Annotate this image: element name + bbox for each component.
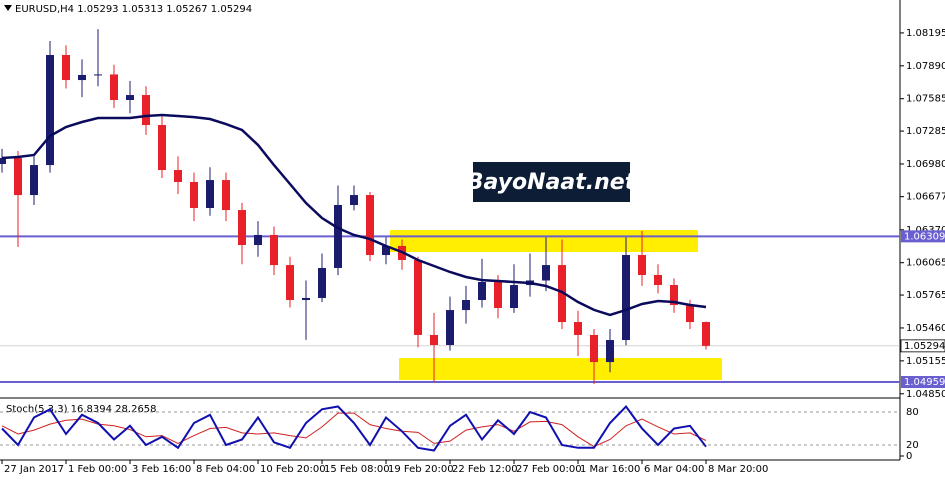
y-tick-label: 1.08195	[906, 28, 945, 39]
x-tick-label: 6 Mar 04:00	[644, 464, 704, 475]
candle-body	[542, 265, 550, 281]
moving-average	[1, 113, 707, 317]
candle-body	[430, 334, 438, 346]
chart-title: EURUSD,H4 1.05293 1.05313 1.05267 1.0529…	[15, 4, 252, 15]
support-zone	[399, 358, 722, 380]
candle-body	[142, 95, 150, 126]
x-tick-label: 10 Feb 20:00	[260, 464, 326, 475]
candle-body	[206, 180, 214, 208]
x-tick-label: 27 Jan 2017	[4, 464, 64, 475]
candle-body	[382, 245, 390, 256]
resistance-zone	[390, 230, 698, 252]
candle-body	[494, 281, 502, 308]
candle-body	[574, 322, 582, 335]
candle-body	[158, 125, 166, 171]
y-tick-label: 1.06677	[906, 192, 945, 203]
annotations: BayoNaat.net	[390, 162, 722, 380]
price-label-box	[901, 230, 945, 243]
price-label: 1.04959	[904, 377, 945, 388]
candle-body	[62, 55, 70, 81]
x-tick-label: 3 Feb 16:00	[132, 464, 191, 475]
candle-body	[638, 255, 646, 275]
candle-body	[318, 267, 326, 298]
candle-body	[478, 281, 486, 301]
y-tick-label: 20	[906, 440, 919, 451]
candle-body	[414, 259, 422, 335]
y-tick-label: 80	[906, 407, 919, 418]
stoch-signal	[1, 412, 707, 448]
title-icon	[4, 5, 12, 11]
candle-body	[110, 74, 118, 101]
price-label-box	[901, 376, 945, 389]
y-tick-label: 0	[906, 451, 912, 462]
candle-body	[174, 170, 182, 182]
y-tick-label: 1.05765	[906, 290, 945, 301]
price-label-box	[900, 339, 945, 353]
candle-body	[302, 297, 310, 301]
candle-body	[350, 195, 358, 205]
candle-body	[286, 265, 294, 301]
candle-body	[334, 204, 342, 268]
x-tick-label: 15 Feb 08:00	[324, 464, 390, 475]
candle-body	[254, 234, 262, 245]
candle-body	[30, 165, 38, 196]
candle-body	[606, 340, 614, 363]
candle-body	[190, 181, 198, 208]
y-tick-label: 1.07890	[906, 61, 945, 72]
y-tick-label: 1.07585	[906, 94, 945, 105]
candle-body	[222, 180, 230, 211]
x-tick-label: 22 Feb 12:00	[452, 464, 518, 475]
indicator-title: Stoch(5,3,3) 16.8394 28.2658	[6, 404, 157, 415]
x-tick-label: 19 Feb 20:00	[388, 464, 454, 475]
x-tick-label: 1 Mar 16:00	[580, 464, 640, 475]
candle-body	[446, 310, 454, 346]
candle-body	[686, 304, 694, 323]
price-label: 1.05294	[904, 341, 945, 352]
candle-body	[366, 195, 374, 256]
x-tick-label: 8 Mar 20:00	[708, 464, 768, 475]
candle-body	[670, 285, 678, 305]
y-tick-label: 1.04850	[906, 389, 945, 400]
candle-body	[126, 95, 134, 101]
y-tick-label: 1.05460	[906, 323, 945, 334]
candle-body	[78, 74, 86, 81]
candle-body	[94, 74, 102, 76]
candle-body	[270, 234, 278, 266]
candle-body	[510, 285, 518, 308]
y-tick-label: 1.05155	[906, 356, 945, 367]
watermark: BayoNaat.net	[467, 170, 637, 195]
stoch-main	[1, 404, 707, 452]
candle-body	[590, 334, 598, 363]
candle-body	[238, 210, 246, 245]
candle-body	[558, 265, 566, 323]
x-tick-label: 1 Feb 00:00	[68, 464, 127, 475]
y-tick-label: 1.06370	[906, 225, 945, 236]
candle-body	[46, 55, 54, 166]
x-tick-label: 8 Feb 04:00	[196, 464, 255, 475]
y-tick-label: 1.06980	[906, 159, 945, 170]
watermark-box	[473, 162, 630, 202]
candle-body	[622, 255, 630, 341]
candle-body	[654, 274, 662, 286]
candle-body	[14, 158, 22, 196]
price-label: 1.06309	[904, 231, 945, 242]
candle-body	[702, 322, 710, 346]
x-tick-label: 27 Feb 00:00	[516, 464, 582, 475]
candle-body	[0, 158, 6, 164]
candle-body	[462, 300, 470, 311]
y-tick-label: 1.06065	[906, 258, 945, 269]
y-tick-label: 1.07285	[906, 126, 945, 137]
